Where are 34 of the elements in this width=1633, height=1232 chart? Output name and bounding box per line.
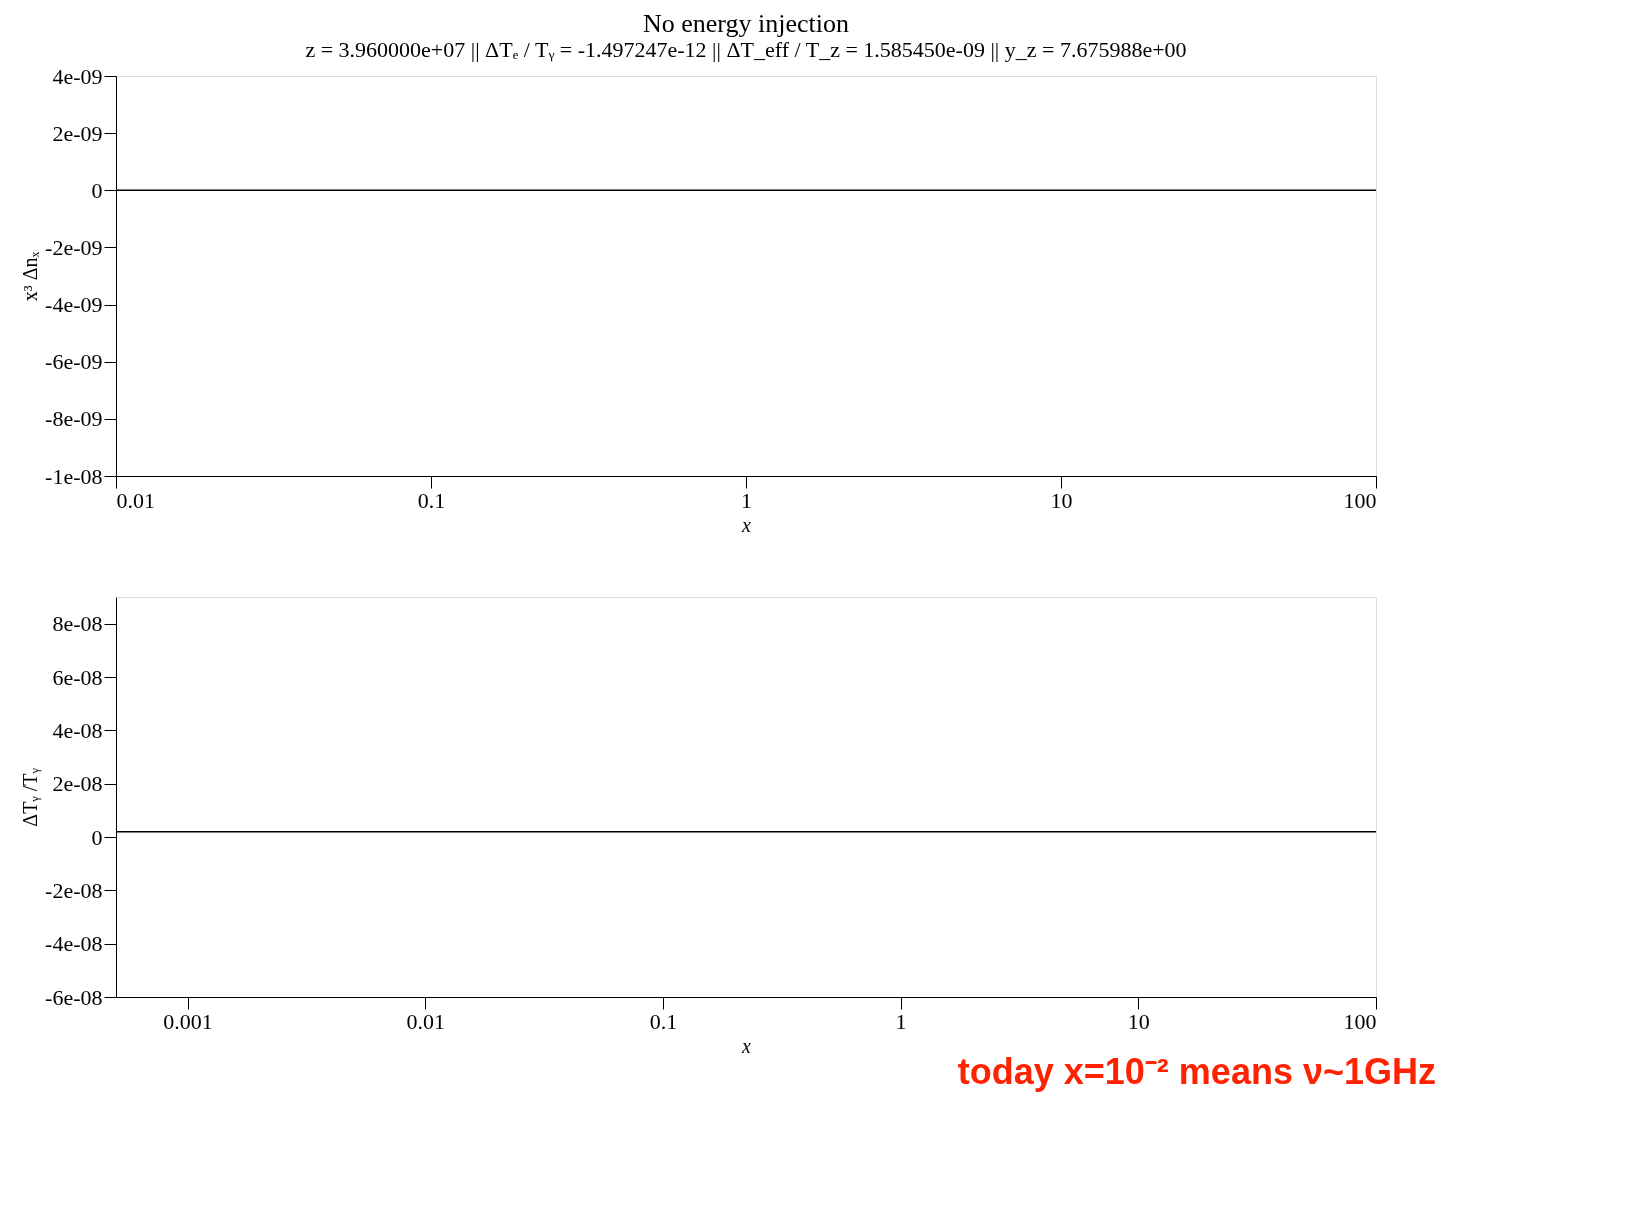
x-tick-label: 10 [1127, 1008, 1150, 1034]
y-tick-label: -1e-08 [45, 463, 103, 489]
x-tick-label: 0.1 [649, 1008, 678, 1034]
y-tick-label: 0 [91, 824, 103, 850]
y-tick-label: -4e-08 [45, 931, 103, 957]
y-tick-label: 2e-09 [52, 120, 103, 146]
x-tick-label: 0.01 [406, 1008, 445, 1034]
x-tick-label: 1 [741, 487, 752, 513]
x-tick-label: 10 [1050, 487, 1073, 513]
y-tick-label: 6e-08 [52, 664, 103, 690]
y-tick-label: -8e-09 [45, 406, 103, 432]
y-tick-label: -2e-08 [45, 877, 103, 903]
x-tick-label: 1 [895, 1008, 907, 1034]
y-axis-title: x³ Δnₓ [19, 251, 42, 302]
x-tick-label: 0.01 [116, 487, 155, 513]
y-tick-label: -6e-08 [45, 984, 103, 1010]
y-axis-title: ΔTᵧ /Tᵧ [19, 767, 43, 827]
x-tick-label: 0.001 [163, 1008, 213, 1034]
x-axis-title: x [741, 513, 752, 536]
y-tick-label: 4e-08 [52, 717, 103, 743]
x-tick-label: 100 [1343, 1008, 1377, 1034]
y-tick-label: 2e-08 [52, 771, 103, 797]
y-tick-label: 8e-08 [52, 611, 103, 637]
text: today x=10⁻² means ν~1GHz [957, 1051, 1436, 1092]
chart-title: No energy injection [642, 9, 850, 38]
x-tick-label: 0.1 [417, 487, 446, 513]
chart-subtitle: z = 3.960000e+07 || ΔTₑ / Tᵧ = -1.497247e-12 || ΔT_eff / T_z = 1.585450e-09 || y_z = 7.675988e+00 [305, 37, 1187, 62]
y-tick-label: -2e-09 [45, 234, 103, 260]
x-tick-label: 100 [1343, 487, 1377, 513]
x-axis-title: x [741, 1034, 752, 1057]
y-tick-label: 4e-09 [52, 63, 103, 89]
y-tick-label: -6e-09 [45, 349, 103, 375]
y-tick-label: 0 [91, 177, 103, 203]
y-tick-label: -4e-09 [45, 292, 103, 318]
